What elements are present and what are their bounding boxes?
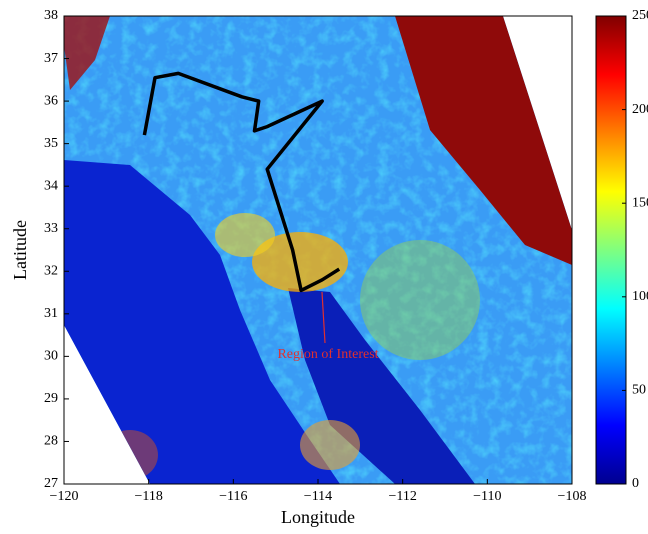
x-tick-label: −118 — [134, 489, 162, 504]
y-tick-label: 30 — [44, 349, 58, 364]
y-axis-label: Latitude — [10, 220, 30, 280]
annotation: Region of Interest — [277, 347, 378, 362]
flight-track — [142, 71, 341, 293]
colorbar-tick-label: 150 — [632, 195, 648, 210]
x-tick-label: −114 — [304, 489, 332, 504]
y-tick-label: 29 — [44, 391, 58, 406]
y-tick-label: 38 — [44, 8, 58, 23]
x-tick-label: −116 — [219, 489, 247, 504]
x-tick-label: −120 — [50, 489, 79, 504]
colorbar — [595, 15, 627, 485]
annotation-arrow — [321, 291, 326, 344]
imagery — [64, 16, 572, 484]
colorbar-tick-label: 0 — [632, 476, 639, 491]
colorbar-tick-label: 250 — [632, 8, 648, 23]
colorbar-tick-label: 200 — [632, 102, 648, 117]
y-tick-label: 36 — [44, 93, 58, 108]
y-tick-label: 35 — [44, 136, 58, 151]
x-tick-label: −110 — [473, 489, 501, 504]
y-tick-label: 27 — [44, 476, 58, 491]
x-tick-label: −108 — [558, 489, 587, 504]
y-tick-label: 32 — [44, 263, 58, 278]
colorbar-tick-label: 100 — [632, 289, 648, 304]
y-tick-label: 34 — [44, 178, 58, 193]
colorbar-tick-label: 50 — [632, 383, 646, 398]
y-tick-label: 33 — [44, 221, 58, 236]
x-axis-label: Longitude — [281, 507, 355, 527]
x-tick-label: −112 — [388, 489, 416, 504]
y-tick-label: 31 — [44, 306, 58, 321]
y-tick-label: 28 — [44, 434, 58, 449]
y-tick-label: 37 — [44, 51, 58, 66]
